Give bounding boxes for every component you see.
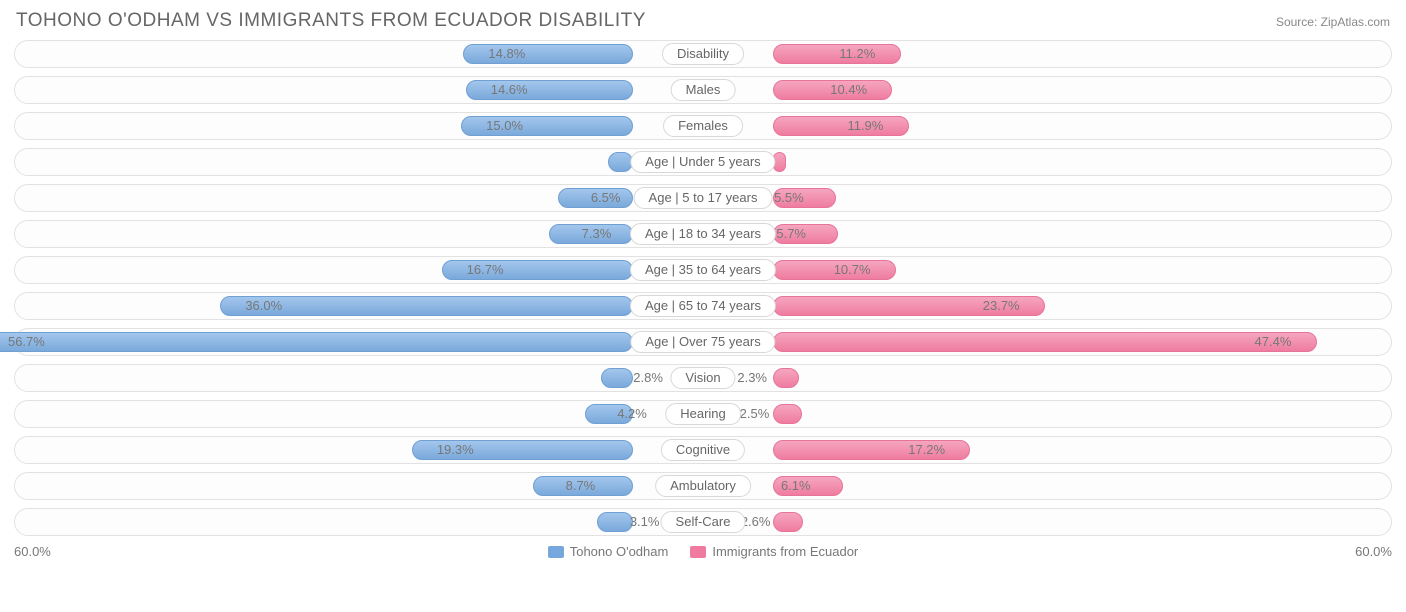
pct-right: 2.5% — [740, 401, 770, 427]
bar-right — [773, 512, 803, 532]
category-label: Males — [671, 79, 736, 101]
legend-label-left: Tohono O'odham — [570, 544, 669, 559]
category-label: Disability — [662, 43, 744, 65]
bar-right — [773, 116, 909, 136]
chart-row: 8.7% 6.1% Ambulatory — [14, 472, 1392, 500]
axis-right-max: 60.0% — [1355, 544, 1392, 559]
pct-left: 6.5% — [591, 185, 621, 211]
legend-item-right: Immigrants from Ecuador — [690, 544, 858, 559]
pct-left: 2.8% — [633, 365, 663, 391]
chart-row: 7.3% 5.7%Age | 18 to 34 years — [14, 220, 1392, 248]
pct-left: 56.7% — [8, 329, 45, 355]
chart-row: 14.8% 11.2% Disability — [14, 40, 1392, 68]
category-label: Cognitive — [661, 439, 745, 461]
bar-right — [773, 368, 799, 388]
chart-row: 15.0% 11.9% Females — [14, 112, 1392, 140]
pct-left: 15.0% — [486, 113, 523, 139]
chart-row: 19.3% 17.2% Cognitive — [14, 436, 1392, 464]
chart-row: 4.2% 2.5%Hearing — [14, 400, 1392, 428]
diverging-bar-chart: 14.8% 11.2% Disability 14.6% 10.4% Males 15.0%… — [14, 40, 1392, 536]
pct-left: 8.7% — [566, 473, 596, 499]
pct-left: 7.3% — [582, 221, 612, 247]
bar-right — [773, 332, 1317, 352]
pct-left: 3.1% — [630, 509, 660, 535]
category-label: Age | 18 to 34 years — [630, 223, 776, 245]
pct-left: 19.3% — [437, 437, 474, 463]
chart-row: 56.7%47.4%Age | Over 75 years — [14, 328, 1392, 356]
legend-swatch-right — [690, 546, 706, 558]
pct-right: 17.2% — [908, 437, 945, 463]
chart-row: 6.5% 5.5%Age | 5 to 17 years — [14, 184, 1392, 212]
chart-header: TOHONO O'ODHAM VS IMMIGRANTS FROM ECUADO… — [14, 10, 1392, 40]
legend-swatch-left — [548, 546, 564, 558]
bar-right — [773, 44, 901, 64]
pct-right: 10.7% — [834, 257, 871, 283]
pct-left: 14.8% — [488, 41, 525, 67]
bar-left — [597, 512, 633, 532]
category-label: Self-Care — [661, 511, 746, 533]
category-label: Hearing — [665, 403, 741, 425]
chart-row: 2.2%1.1%Age | Under 5 years — [14, 148, 1392, 176]
pct-right: 10.4% — [830, 77, 867, 103]
category-label: Ambulatory — [655, 475, 751, 497]
chart-row: 14.6% 10.4% Males — [14, 76, 1392, 104]
pct-right: 5.5% — [774, 185, 804, 211]
chart-source: Source: ZipAtlas.com — [1276, 15, 1390, 29]
pct-left: 36.0% — [245, 293, 282, 319]
bar-right — [773, 404, 802, 424]
category-label: Vision — [670, 367, 735, 389]
pct-right: 6.1% — [781, 473, 811, 499]
chart-row: 3.1%2.6%Self-Care — [14, 508, 1392, 536]
chart-row: 2.8% 2.3%Vision — [14, 364, 1392, 392]
pct-left: 4.2% — [617, 401, 647, 427]
bar-left — [0, 332, 633, 352]
axis-left-max: 60.0% — [14, 544, 51, 559]
bar-left — [608, 152, 633, 172]
bar-left — [601, 368, 633, 388]
chart-row: 36.0% 23.7% Age | 65 to 74 years — [14, 292, 1392, 320]
category-label: Age | Under 5 years — [630, 151, 775, 173]
legend-item-left: Tohono O'odham — [548, 544, 669, 559]
pct-right: 2.3% — [737, 365, 767, 391]
legend: Tohono O'odham Immigrants from Ecuador — [548, 544, 859, 559]
legend-label-right: Immigrants from Ecuador — [712, 544, 858, 559]
category-label: Age | Over 75 years — [630, 331, 775, 353]
pct-right: 11.2% — [839, 41, 875, 67]
chart-row: 16.7% 10.7% Age | 35 to 64 years — [14, 256, 1392, 284]
category-label: Age | 65 to 74 years — [630, 295, 776, 317]
pct-left: 14.6% — [491, 77, 528, 103]
category-label: Age | 35 to 64 years — [630, 259, 776, 281]
pct-right: 47.4% — [1255, 329, 1292, 355]
pct-right: 11.9% — [847, 113, 883, 139]
pct-left: 16.7% — [467, 257, 504, 283]
category-label: Females — [663, 115, 743, 137]
chart-title: TOHONO O'ODHAM VS IMMIGRANTS FROM ECUADO… — [16, 10, 646, 32]
pct-right: 23.7% — [983, 293, 1020, 319]
chart-footer: 60.0% Tohono O'odham Immigrants from Ecu… — [14, 544, 1392, 559]
category-label: Age | 5 to 17 years — [634, 187, 773, 209]
pct-right: 5.7% — [776, 221, 806, 247]
